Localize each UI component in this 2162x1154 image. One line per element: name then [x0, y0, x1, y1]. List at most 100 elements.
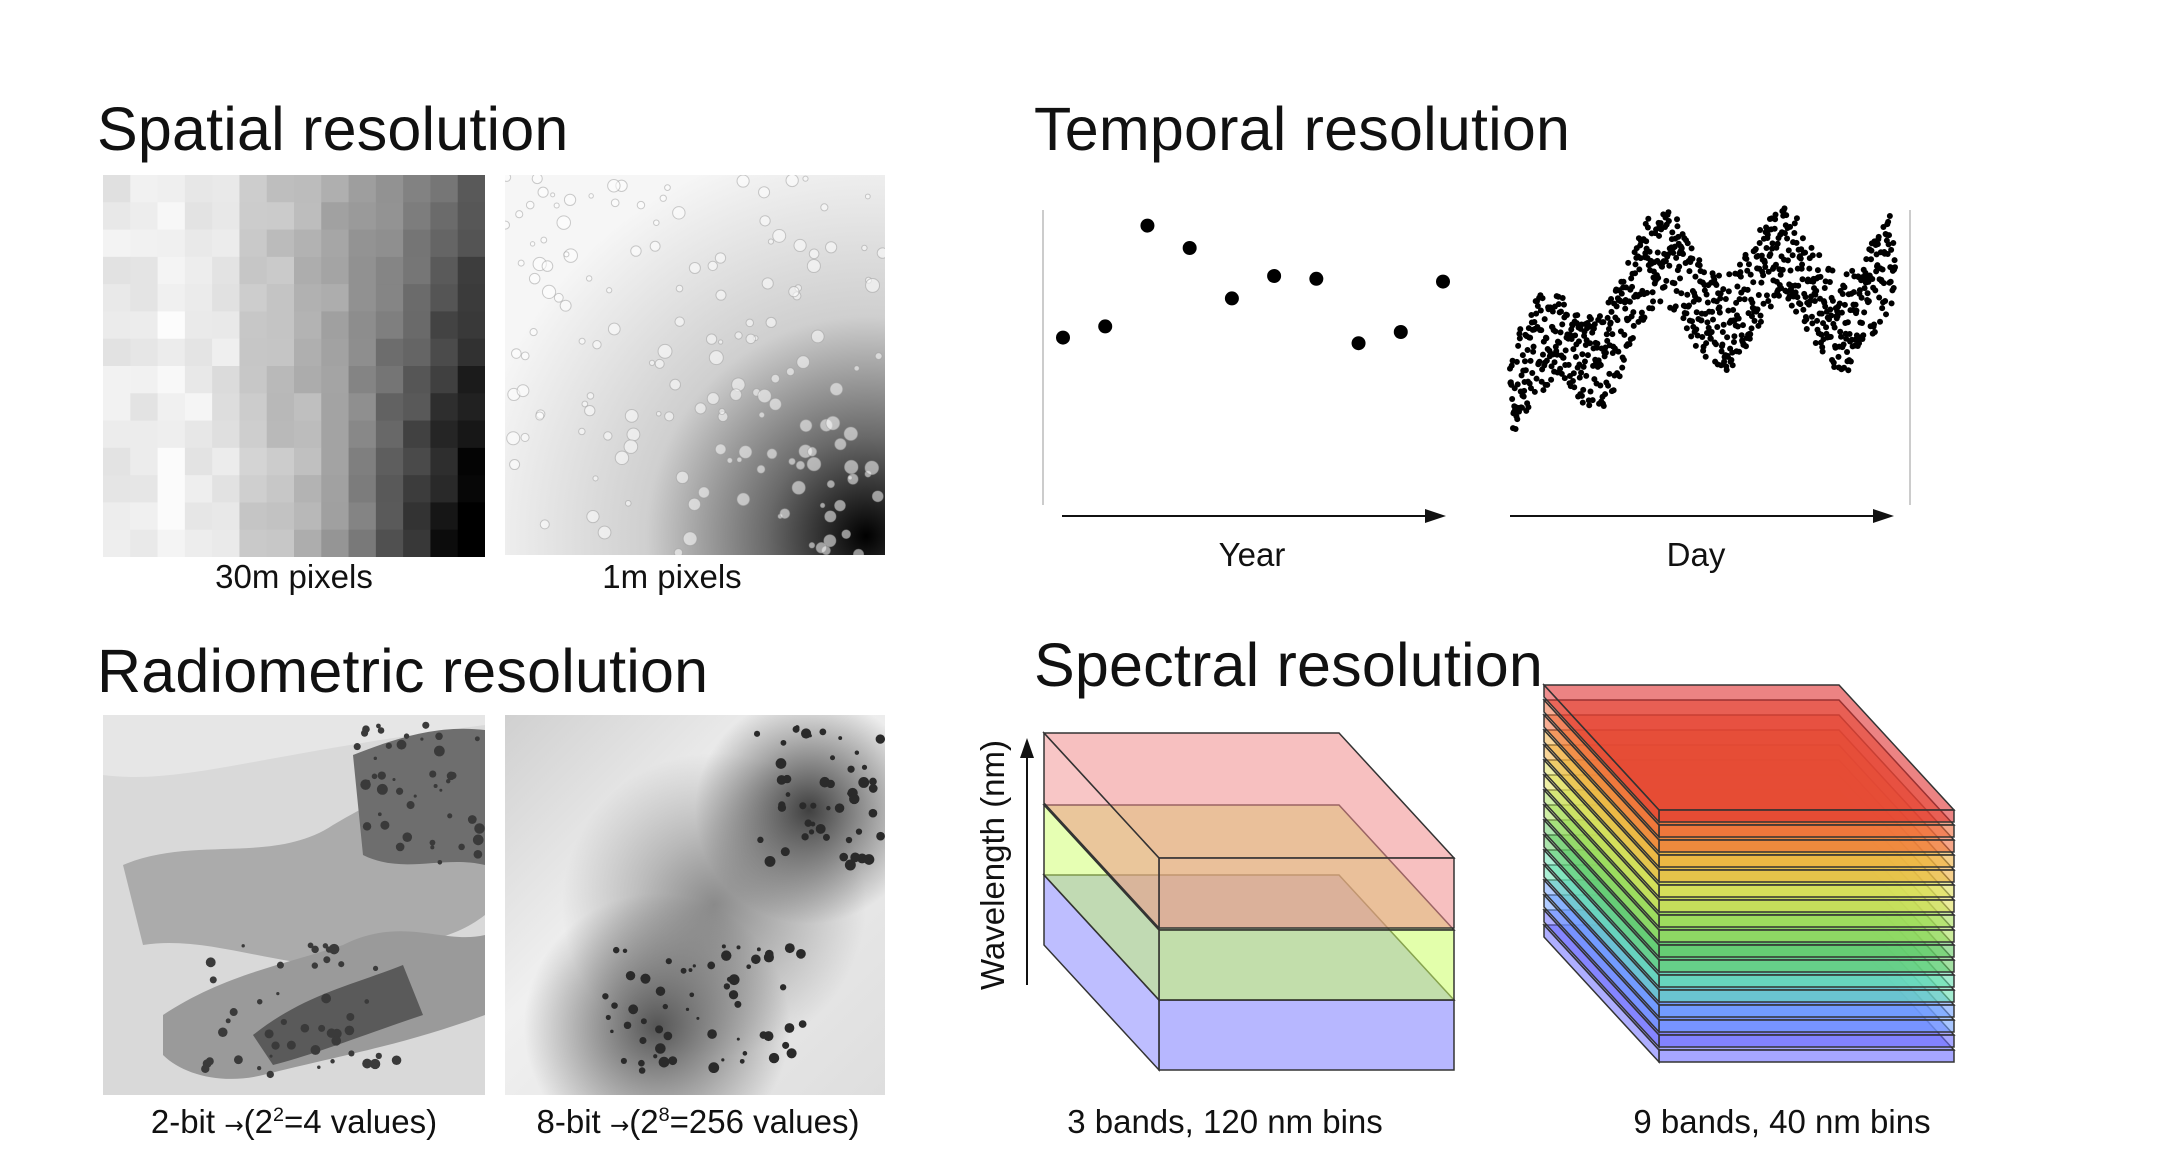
dark-speck [362, 822, 372, 831]
day-point [1630, 322, 1637, 329]
tree-bump [807, 446, 818, 457]
coarse-pixel [403, 393, 431, 422]
day-point [1605, 326, 1612, 333]
day-point [1762, 263, 1769, 270]
coarse-pixel [403, 284, 431, 312]
day-point [1678, 245, 1685, 252]
day-point [1580, 386, 1587, 393]
spatial-1m-image [505, 175, 885, 555]
day-point [1656, 222, 1663, 229]
tree-bump [714, 443, 727, 456]
day-point [1530, 343, 1537, 350]
tree-bump [745, 318, 754, 328]
day-point [1578, 321, 1585, 328]
day-point [1826, 334, 1833, 341]
day-point [1595, 357, 1602, 364]
dark-speck [364, 999, 370, 1004]
day-point [1635, 318, 1642, 325]
tree-bump [586, 392, 595, 400]
day-point [1587, 316, 1594, 323]
day-point [1602, 349, 1609, 356]
day-point [1727, 358, 1734, 365]
tree-bump [672, 206, 686, 220]
day-point [1883, 237, 1890, 244]
coarse-pixel [457, 366, 485, 394]
tree-bump [791, 480, 806, 495]
day-point [1709, 270, 1716, 277]
coarse-pixel [239, 338, 268, 367]
day-point [1850, 301, 1857, 308]
dark-speck [377, 812, 382, 817]
day-point [1732, 322, 1739, 329]
day-point [1735, 315, 1742, 322]
tree-bump [788, 457, 796, 466]
day-point [1848, 336, 1855, 343]
spectral-band [1542, 863, 1956, 1004]
day-point [1546, 353, 1553, 360]
day-point [1596, 360, 1603, 367]
day-point [1742, 255, 1749, 262]
day-point [1790, 293, 1797, 300]
day-point [1856, 340, 1863, 347]
dark-speck [602, 993, 609, 1000]
year-point [1056, 330, 1070, 345]
day-point [1841, 301, 1848, 308]
day-point [1684, 291, 1691, 298]
day-point [1659, 260, 1666, 267]
dark-speck [819, 728, 827, 736]
day-point [1598, 345, 1605, 352]
day-point [1829, 297, 1836, 304]
day-point [1711, 276, 1718, 283]
day-point [1507, 379, 1514, 386]
day-point [1611, 372, 1618, 379]
day-point [1540, 338, 1547, 345]
dark-speck [437, 859, 443, 865]
day-point [1770, 264, 1777, 271]
coarse-pixel [239, 502, 268, 531]
coarse-pixel [157, 393, 186, 422]
day-point [1604, 337, 1611, 344]
day-point [1764, 234, 1771, 241]
day-point [1668, 244, 1675, 251]
spectral-band [1542, 878, 1956, 1019]
dark-speck [784, 1023, 795, 1033]
coarse-pixel [321, 366, 350, 394]
coarse-pixel [130, 202, 159, 231]
day-point [1799, 276, 1806, 283]
day-point [1510, 409, 1517, 416]
day-point [1750, 248, 1757, 255]
day-point [1756, 265, 1763, 272]
dark-speck [433, 783, 438, 789]
coarse-pixel [457, 311, 485, 340]
day-point [1777, 231, 1784, 238]
day-point [1814, 267, 1821, 274]
dark-speck [838, 736, 843, 740]
day-point [1729, 362, 1736, 369]
coarse-pixel [430, 393, 459, 422]
dark-speck [406, 801, 415, 810]
tree-bump [592, 340, 602, 350]
day-point [1688, 333, 1695, 340]
tree-bump [826, 480, 835, 489]
tree-bump [841, 529, 851, 539]
day-point [1810, 278, 1817, 285]
day-point [1850, 307, 1857, 314]
dark-speck [201, 1064, 210, 1073]
tree-bump [864, 460, 880, 476]
day-point [1747, 271, 1754, 278]
day-point [1758, 279, 1765, 286]
day-point [1585, 397, 1592, 404]
day-point [1695, 261, 1702, 268]
day-point [1840, 282, 1847, 289]
day-point [1825, 266, 1832, 273]
tree-bump [825, 241, 838, 254]
day-point [1852, 301, 1859, 308]
dark-speck [276, 991, 280, 996]
day-point [1888, 246, 1895, 253]
tree-bump [675, 284, 684, 293]
day-point [1518, 404, 1525, 411]
day-point [1621, 299, 1628, 306]
coarse-pixel [157, 502, 186, 531]
day-point [1724, 353, 1731, 360]
day-point [1746, 330, 1753, 337]
